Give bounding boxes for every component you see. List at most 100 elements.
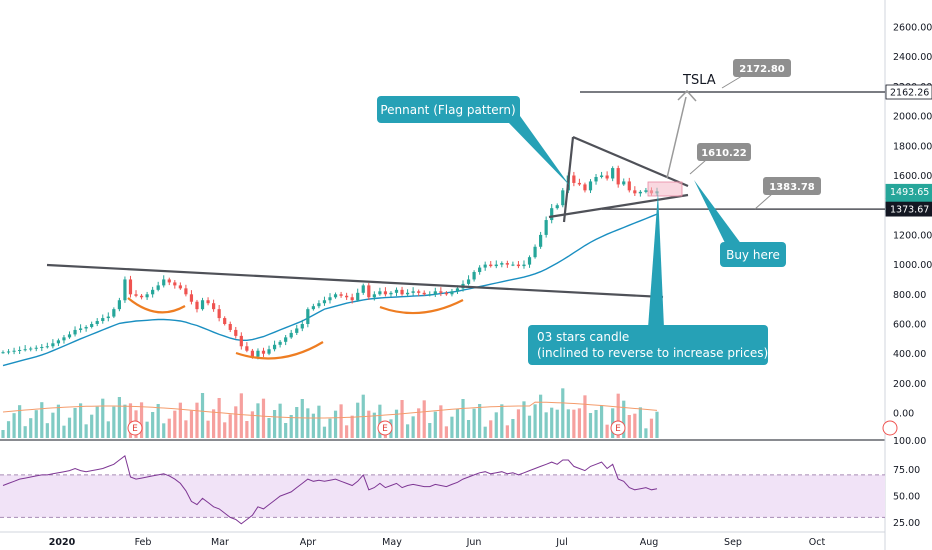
- candle-body: [433, 291, 437, 295]
- candle-body: [494, 264, 498, 267]
- candle-body: [422, 292, 426, 295]
- volume-bar: [483, 426, 487, 438]
- volume-bar: [356, 402, 360, 438]
- candle-body: [483, 264, 487, 268]
- candle-body: [339, 294, 343, 296]
- candle-body: [23, 349, 27, 351]
- volume-bar: [444, 426, 448, 438]
- candle-body: [106, 316, 110, 319]
- volume-bar: [616, 393, 620, 438]
- volume-bar: [212, 409, 216, 438]
- price-tick-label: 1200.00: [893, 230, 932, 241]
- volume-bar: [67, 417, 72, 438]
- candle-body: [516, 264, 521, 267]
- candle-body: [306, 309, 310, 324]
- candle-body: [62, 337, 66, 341]
- candle-body: [400, 289, 404, 295]
- time-tick-label: May: [382, 537, 402, 548]
- candle-body: [367, 285, 371, 298]
- candle-body: [212, 303, 216, 310]
- volume-bar: [139, 402, 144, 438]
- candle-body: [128, 279, 133, 295]
- volume-bar: [84, 424, 88, 438]
- volume-bar: [300, 399, 304, 438]
- candle-body: [322, 300, 327, 304]
- candle-body: [217, 309, 221, 319]
- volume-bar: [417, 408, 421, 438]
- candle-body: [223, 318, 227, 324]
- pennant-callout: [377, 96, 520, 123]
- price-tag-label: 1493.65: [890, 187, 929, 198]
- candle-body: [139, 295, 144, 298]
- volume-bar: [200, 393, 205, 438]
- price-tick-label: 2000.00: [893, 112, 932, 123]
- rsi-line: [2, 454, 658, 525]
- volume-bar: [577, 408, 582, 438]
- candle-body: [539, 234, 543, 247]
- price-tick-label: 1000.00: [893, 260, 932, 271]
- flagpole-line: [562, 136, 575, 223]
- level-tag-label: 1383.78: [769, 182, 815, 193]
- level-tag-connector: [754, 193, 773, 210]
- pennant-highlight: [647, 181, 683, 197]
- candle-body: [267, 349, 271, 354]
- pennant-callout-label: Pennant (Flag pattern): [380, 103, 515, 117]
- volume-moving-average: [2, 401, 658, 419]
- candle-body: [234, 329, 238, 336]
- candle-body: [522, 264, 526, 267]
- rounding-curve: [235, 341, 324, 360]
- time-axis[interactable]: 2020 Feb Mar Apr May Jun Jul Aug Sep Oct: [49, 537, 826, 548]
- price-tick-label: 2400.00: [893, 52, 932, 63]
- volume-bar: [527, 415, 532, 438]
- volume-bar: [494, 412, 498, 438]
- moving-average: [2, 213, 658, 367]
- volume-bar: [400, 400, 404, 438]
- volume-bar: [56, 404, 61, 438]
- volume-bar: [511, 419, 515, 438]
- volume-bar: [295, 407, 299, 438]
- volume-bar: [544, 412, 548, 438]
- candle-body: [372, 294, 376, 298]
- volume-bar: [206, 420, 210, 438]
- candle-body: [478, 267, 482, 273]
- drawings: [46, 89, 885, 360]
- candle-body: [394, 289, 399, 293]
- candle-body: [145, 294, 149, 298]
- time-tick-label: Sep: [724, 537, 742, 548]
- time-tick-label: 2020: [49, 537, 76, 548]
- volume-bar: [112, 406, 116, 438]
- volume-bar: [439, 405, 443, 438]
- volume-bar: [228, 414, 232, 438]
- candle-body: [12, 350, 16, 352]
- candle-body: [51, 343, 55, 347]
- price-axis[interactable]: 0.00 200.00 400.00 600.00 800.00 1000.00 1200.…: [885, 23, 932, 530]
- pennant-upper-line: [572, 135, 689, 188]
- candle-body: [245, 346, 249, 351]
- price-tick-label: 600.00: [893, 320, 926, 331]
- candle-body: [472, 272, 476, 280]
- volume-bar: [533, 404, 537, 438]
- level-tag-connector: [689, 159, 707, 175]
- volume-bar: [12, 413, 16, 438]
- candle-body: [328, 297, 332, 301]
- candle-body: [189, 294, 194, 302]
- candle-body: [577, 182, 582, 185]
- volume-bar: [317, 405, 321, 438]
- volume-bar: [550, 407, 554, 438]
- candle-body: [56, 340, 61, 344]
- candle-body: [45, 346, 49, 348]
- volume-bar: [23, 426, 27, 438]
- candle-body: [544, 220, 548, 235]
- time-tick-label: Aug: [640, 537, 659, 548]
- volume-bar: [78, 403, 83, 438]
- volume-bar: [245, 421, 249, 438]
- candle-body: [134, 294, 138, 296]
- candle-body: [311, 306, 315, 310]
- candle-body: [550, 208, 554, 221]
- candle-body: [428, 294, 432, 296]
- price-tag-label: 2162.26: [890, 88, 929, 99]
- candle-body: [439, 291, 443, 293]
- volume-bar: [162, 423, 166, 438]
- candle-body: [583, 184, 587, 191]
